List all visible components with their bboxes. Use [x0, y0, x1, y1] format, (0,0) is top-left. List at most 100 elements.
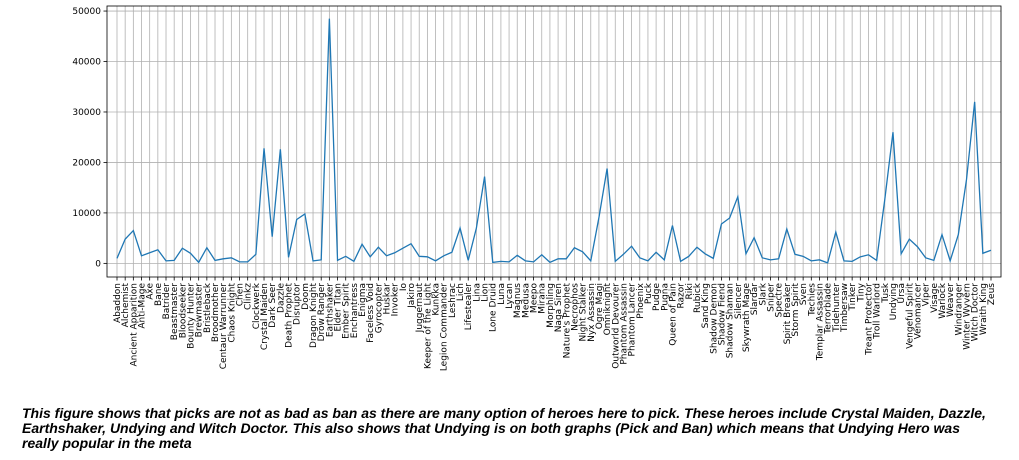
x-tick-label: Slark	[758, 282, 768, 305]
x-tick-label: Legion Commander	[440, 283, 450, 371]
x-tick-label: Tidehunter	[832, 283, 842, 333]
x-tick-label: Spirit Breaker	[783, 283, 793, 345]
x-tick-label: Spectre	[775, 283, 785, 318]
x-tick-label: Luna	[497, 283, 507, 305]
x-tick-label: Shadow Shaman	[726, 283, 736, 358]
x-tick-label: Alchemist	[121, 283, 131, 328]
x-tick-label: Techies	[807, 283, 817, 317]
x-tick-label: Storm Spirit	[791, 283, 801, 337]
x-tick-label: Timbersaw	[840, 283, 850, 333]
x-tick-label: Doom	[301, 283, 311, 310]
x-tick-label: Lich	[456, 283, 466, 301]
x-tick-label: Skywrath Mage	[742, 283, 752, 353]
x-tick-label: Kunkka	[432, 283, 442, 316]
x-tick-label: Invoker	[391, 283, 401, 317]
x-tick-label: Gyrocopter	[374, 283, 384, 334]
x-tick-label: Weaver	[946, 283, 956, 317]
x-tick-label: Ursa	[897, 283, 907, 304]
x-tick-label: Abaddon	[113, 283, 123, 323]
x-tick-label: Clinkz	[244, 283, 254, 310]
x-tick-label: Venomancer	[913, 283, 923, 340]
x-tick-label: Enchantress	[350, 283, 360, 339]
x-tick-label: Phantom Assassin	[619, 283, 629, 365]
x-tick-label: Anti-Mage	[138, 283, 148, 329]
x-tick-label: Outworld Devourer	[611, 283, 621, 369]
x-tick-label: Chen	[236, 283, 246, 306]
x-tick-label: Riki	[685, 283, 695, 299]
y-axis: 0 10000 20000 30000 40000 50000	[72, 7, 107, 269]
x-tick-label: Brewmaster	[195, 283, 205, 338]
x-tick-label: Death Prophet	[285, 283, 295, 348]
x-tick-label: Sand King	[701, 283, 711, 328]
x-tick-label: Viper	[922, 283, 932, 307]
x-tick-label: Elder Titan	[334, 283, 344, 331]
x-tick-label: Tusk	[881, 282, 891, 304]
x-tick-label: Lion	[481, 283, 491, 302]
x-tick-label: Ember Spirit	[342, 283, 352, 339]
x-tick-label: Night Stalker	[579, 283, 589, 342]
x-tick-label: Leshrac	[448, 283, 458, 318]
x-tick-label: Puck	[644, 282, 654, 304]
x-tick-label: Medusa	[521, 283, 531, 318]
x-tick-label: Juggernaut	[415, 283, 425, 334]
series-line	[116, 18, 992, 264]
x-tick-label: Bristleback	[203, 282, 213, 333]
x-tick-label: Rubick	[693, 282, 703, 313]
x-tick-label: Winter Wyvern	[962, 283, 972, 350]
x-tick-label: Windranger	[954, 283, 964, 336]
y-tick-label: 30000	[72, 108, 101, 118]
x-tick-label: Pugna	[660, 283, 670, 311]
x-tick-label: Visage	[930, 283, 940, 313]
x-tick-label: Shadow Demon	[709, 283, 719, 354]
x-tick-label: Treant Protector	[864, 283, 874, 356]
x-tick-label: Clockwerk	[252, 282, 262, 329]
x-tick-label: Naga Siren	[554, 283, 564, 332]
x-tick-label: Bounty Hunter	[187, 283, 197, 349]
x-tick-label: Axe	[146, 283, 156, 300]
x-tick-label: Chaos Knight	[227, 283, 237, 343]
x-tick-label: Slardar	[750, 283, 760, 315]
x-tick-label: Pudge	[652, 283, 662, 311]
x-tick-label: Wraith King	[979, 283, 989, 335]
y-tick-label: 0	[95, 259, 101, 269]
x-tick-label: Jakiro	[407, 283, 417, 309]
x-tick-label: Warlock	[938, 282, 948, 318]
x-tick-label: Meepo	[530, 283, 540, 314]
x-tick-label: Omniknight	[603, 283, 613, 336]
x-tick-label: Witch Doctor	[971, 283, 981, 342]
x-tick-label: Bane	[154, 283, 164, 306]
x-tick-label: Tiny	[856, 282, 866, 302]
y-tick-label: 50000	[72, 7, 101, 17]
grid-lines	[107, 6, 1001, 277]
x-tick-label: Razor	[677, 283, 687, 309]
line-chart: 0 10000 20000 30000 40000 50000 AbaddonAlchem…	[72, 5, 1002, 371]
x-tick-label: Undying	[889, 283, 899, 320]
x-tick-label: Mirana	[538, 283, 548, 314]
x-tick-label: Crystal Maiden	[260, 283, 270, 350]
x-tick-label: Dark Seer	[268, 283, 278, 328]
x-tick-label: Ancient Apparition	[129, 283, 139, 366]
x-tick-label: Terrorblade	[824, 283, 834, 335]
x-tick-label: Earthshaker	[325, 283, 335, 337]
y-tick-label: 10000	[72, 209, 101, 219]
x-tick-label: Lifestealer	[464, 283, 474, 331]
x-tick-label: Zeus	[987, 283, 997, 305]
x-tick-label: Batrider	[162, 283, 172, 320]
x-tick-label: Io	[399, 283, 409, 292]
x-tick-label: Templar Assassin	[815, 283, 825, 361]
x-tick-label: Centaur Warrunner	[219, 283, 229, 370]
x-tick-label: Nyx Assassin	[587, 283, 597, 342]
y-tick-label: 20000	[72, 158, 101, 168]
x-tick-label: Lina	[472, 283, 482, 302]
x-tick-label: Disruptor	[293, 283, 303, 325]
x-tick-label: Faceless Void	[366, 283, 376, 343]
x-tick-label: Shadow Fiend	[717, 283, 727, 345]
x-tick-label: Sniper	[766, 283, 776, 312]
x-tick-label: Bloodseeker	[178, 283, 188, 339]
x-tick-label: Drow Ranger	[317, 283, 327, 342]
x-tick-label: Sven	[799, 283, 809, 305]
x-tick-label: Phoenix	[636, 282, 646, 318]
x-tick-label: Dragon Knight	[309, 283, 319, 348]
x-tick-label: Magnus	[513, 283, 523, 318]
